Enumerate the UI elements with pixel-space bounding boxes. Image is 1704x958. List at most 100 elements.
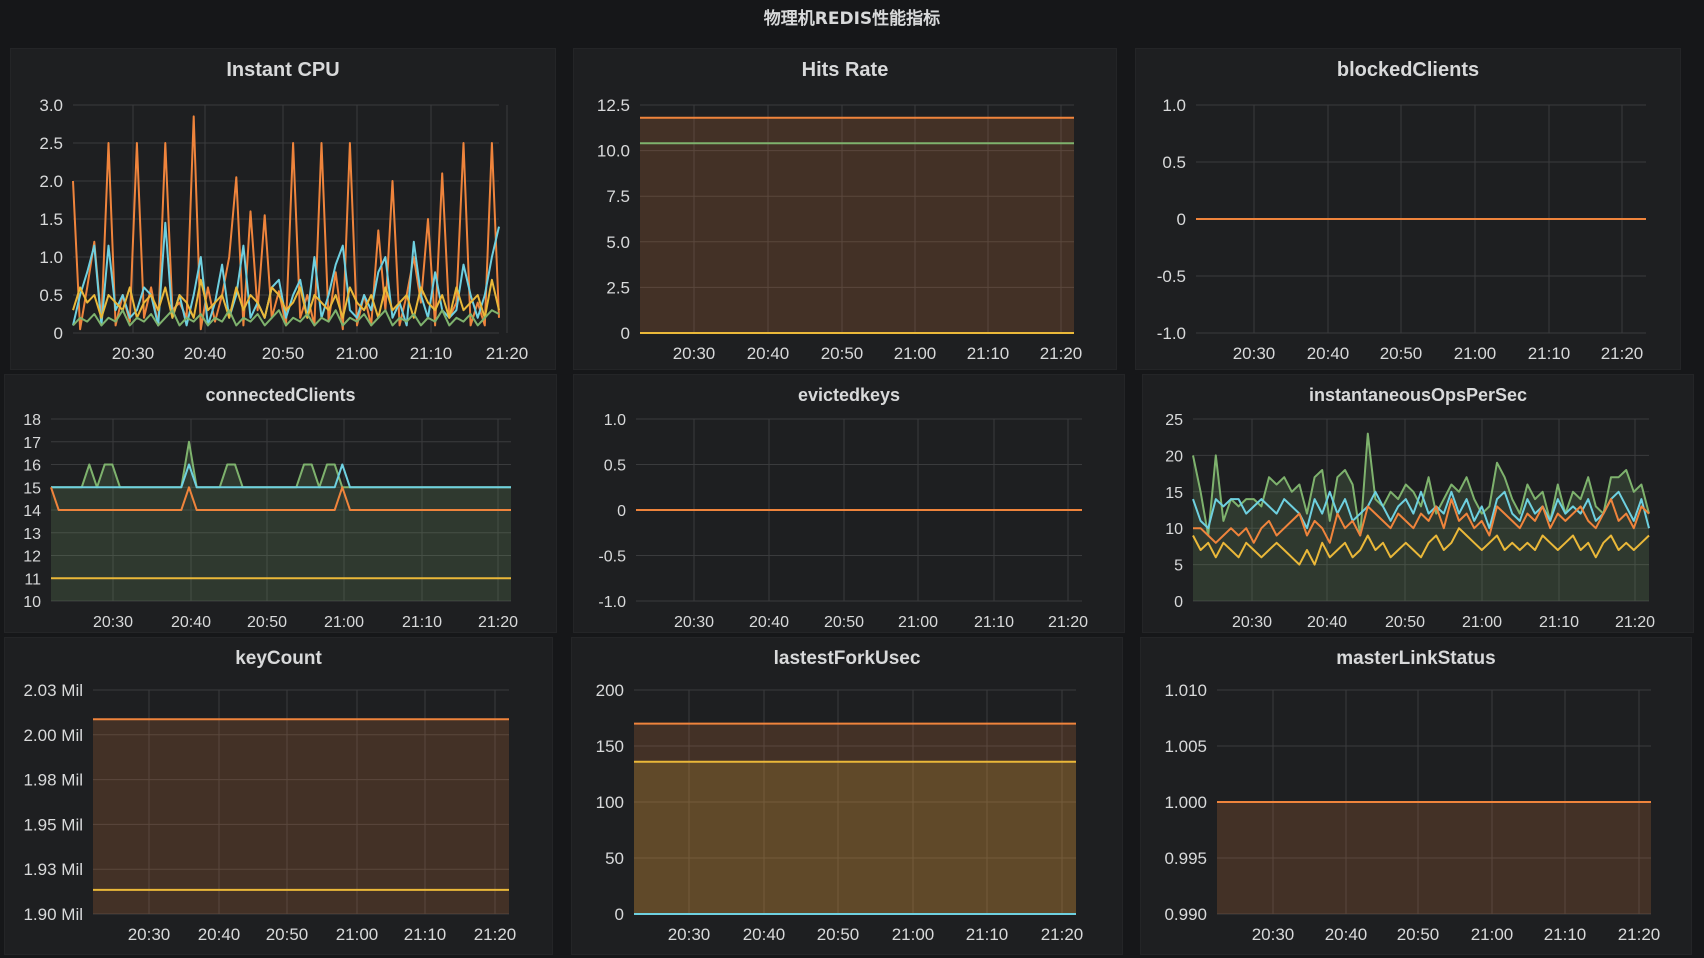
y-tick-label: 2.00 Mil	[23, 726, 83, 745]
panel-hits-rate[interactable]: 12.5 10.0 7.5 5.0 2.5 0 20:30 20:40 20:50 21:00 21…	[573, 48, 1117, 370]
y-tick-label: 1.0	[39, 248, 63, 267]
panel-title[interactable]: Instant CPU	[226, 59, 340, 81]
y-tick-label: 1.5	[39, 210, 63, 229]
x-tick-label: 20:50	[247, 614, 287, 631]
y-tick-label: 7.5	[606, 187, 630, 206]
x-tick-label: 20:50	[1380, 344, 1423, 363]
x-tick-label: 20:30	[1232, 614, 1272, 631]
series-area-green	[51, 441, 511, 601]
x-tick-label: 21:00	[1462, 614, 1502, 631]
x-tick-label: 20:30	[93, 614, 133, 631]
panel-evictedkeys[interactable]: 1.0 0.5 0 -0.5 -1.0 20:30 20:40 20:50 21:00 21:10…	[573, 374, 1125, 633]
x-tick-label: 21:00	[892, 925, 935, 944]
x-tick-label: 21:20	[1040, 344, 1083, 363]
grid	[1193, 418, 1649, 602]
y-tick-label: 150	[596, 737, 624, 756]
chart-instant-cpu[interactable]: 3.0 2.5 2.0 1.5 1.0 0.5 0 20:30 20:40 20:50 21:00 2…	[11, 49, 557, 371]
panel-title[interactable]: Hits Rate	[801, 59, 889, 81]
chart-masterlinkstatus[interactable]: 1.010 1.005 1.000 0.995 0.990 20:30 20:40 20:50…	[1141, 638, 1693, 956]
x-tick-label: 21:10	[410, 344, 453, 363]
panel-title[interactable]: keyCount	[235, 648, 322, 669]
x-tick-label: 20:40	[1307, 344, 1350, 363]
x-tick-label: 20:40	[743, 925, 786, 944]
series-area-orange	[640, 117, 1074, 333]
x-tick-label: 21:20	[1618, 925, 1661, 944]
x-tick-label: 20:30	[1252, 925, 1295, 944]
chart-instantaneousopspersec[interactable]: 25 20 15 10 5 0 20:30 20:40 20:50 21:00 21:10 21:20	[1143, 375, 1695, 634]
x-tick-label: 20:40	[749, 614, 789, 631]
grid	[93, 689, 509, 915]
x-tick-label: 20:40	[198, 925, 241, 944]
series-line-cyan[interactable]	[51, 463, 511, 489]
y-tick-label: 5	[1174, 558, 1183, 575]
series-line-green[interactable]	[72, 309, 500, 327]
panel-title[interactable]: masterLinkStatus	[1336, 648, 1496, 669]
y-tick-label: 0.990	[1164, 905, 1207, 924]
x-tick-label: 21:20	[478, 614, 518, 631]
panel-title[interactable]: evictedkeys	[797, 385, 901, 405]
series-line-orange[interactable]	[1193, 498, 1650, 544]
x-tick-label: 20:50	[262, 344, 305, 363]
y-tick-label: 15	[23, 480, 41, 497]
y-tick-label: 11	[24, 571, 41, 588]
x-tick-label: 20:40	[184, 344, 227, 363]
panel-instant-cpu[interactable]: 3.0 2.5 2.0 1.5 1.0 0.5 0 20:30 20:40 20:50 21:00 2…	[10, 48, 556, 370]
panel-title[interactable]: blockedClients	[1336, 59, 1480, 81]
x-tick-label: 21:00	[336, 344, 379, 363]
chart-lastestforkusec[interactable]: 200 150 100 50 0 20:30 20:40 20:50 21:00 21:10 21:…	[572, 638, 1124, 956]
chart-keycount[interactable]: 2.03 Mil 2.00 Mil 1.98 Mil 1.95 Mil 1.93 Mil…	[5, 638, 554, 956]
series-line-cyan[interactable]	[1192, 490, 1650, 530]
x-tick-label: 20:50	[817, 925, 860, 944]
x-tick-label: 21:00	[336, 925, 379, 944]
panel-title[interactable]: instantaneousOpsPerSec	[1308, 385, 1528, 405]
y-tick-label: 10	[1165, 521, 1183, 538]
y-tick-label: 0.5	[39, 286, 63, 305]
series-line-orange[interactable]	[72, 115, 500, 331]
panel-connectedclients[interactable]: 18 17 16 15 14 13 12 11 10 20:30 20:40 20:50 21:00 21…	[4, 374, 557, 633]
x-tick-label: 21:20	[1615, 614, 1655, 631]
panel-keycount[interactable]: 2.03 Mil 2.00 Mil 1.98 Mil 1.95 Mil 1.93 Mil…	[4, 637, 553, 955]
chart-connectedclients[interactable]: 18 17 16 15 14 13 12 11 10 20:30 20:40 20:50 21:00 21…	[5, 375, 558, 634]
y-tick-label: 13	[23, 526, 41, 543]
series-area-orange	[93, 719, 509, 914]
y-tick-label: 5.0	[606, 233, 630, 252]
x-tick-label: 21:00	[324, 614, 364, 631]
y-tick-label: -1.0	[1157, 324, 1186, 343]
series-line-green[interactable]	[1192, 432, 1650, 537]
x-tick-label: 20:30	[668, 925, 711, 944]
y-tick-label: 16	[23, 458, 41, 475]
series-line-yellow[interactable]	[1192, 527, 1650, 566]
x-tick-label: 20:30	[112, 344, 155, 363]
x-tick-label: 21:10	[967, 344, 1010, 363]
y-tick-label: 50	[605, 849, 624, 868]
panel-title[interactable]: lastestForkUsec	[773, 648, 921, 669]
y-tick-label: 1.0	[604, 412, 626, 429]
series-line-orange[interactable]	[50, 486, 511, 511]
panel-title[interactable]: connectedClients	[205, 385, 356, 405]
x-tick-label: 21:10	[1539, 614, 1579, 631]
panel-instantaneousopspersec[interactable]: 25 20 15 10 5 0 20:30 20:40 20:50 21:00 21:10 21:20…	[1142, 374, 1694, 633]
y-tick-label: 12	[23, 549, 41, 566]
panel-lastestforkusec[interactable]: 200 150 100 50 0 20:30 20:40 20:50 21:00 21:10 21:…	[571, 637, 1123, 955]
panel-masterlinkstatus[interactable]: 1.010 1.005 1.000 0.995 0.990 20:30 20:40 20:50…	[1140, 637, 1692, 955]
y-tick-label: 18	[23, 412, 41, 429]
series-area-green	[1193, 433, 1649, 601]
chart-hits-rate[interactable]: 12.5 10.0 7.5 5.0 2.5 0 20:30 20:40 20:50 21:00 21…	[574, 49, 1118, 371]
y-tick-label: -1.0	[598, 594, 626, 611]
chart-blockedclients[interactable]: 1.0 0.5 0 -0.5 -1.0 20:30 20:40 20:50 21:00 21:10…	[1136, 49, 1682, 371]
chart-evictedkeys[interactable]: 1.0 0.5 0 -0.5 -1.0 20:30 20:40 20:50 21:00 21:10…	[574, 375, 1126, 634]
y-tick-label: 0.5	[604, 458, 626, 475]
y-tick-label: 25	[1165, 412, 1183, 429]
y-tick-label: -0.5	[1157, 267, 1186, 286]
y-tick-label: 0	[621, 324, 630, 343]
series-line-yellow[interactable]	[72, 278, 500, 319]
x-tick-label: 21:10	[1528, 344, 1571, 363]
y-tick-label: 1.95 Mil	[23, 815, 83, 834]
y-tick-label: 0.995	[1164, 849, 1207, 868]
panel-blockedclients[interactable]: 1.0 0.5 0 -0.5 -1.0 20:30 20:40 20:50 21:00 21:10…	[1135, 48, 1681, 370]
x-tick-label: 21:20	[1048, 614, 1088, 631]
y-tick-label: 0	[1174, 594, 1183, 611]
x-tick-label: 21:20	[474, 925, 517, 944]
x-tick-label: 20:40	[1307, 614, 1347, 631]
x-tick-label: 21:10	[1544, 925, 1587, 944]
